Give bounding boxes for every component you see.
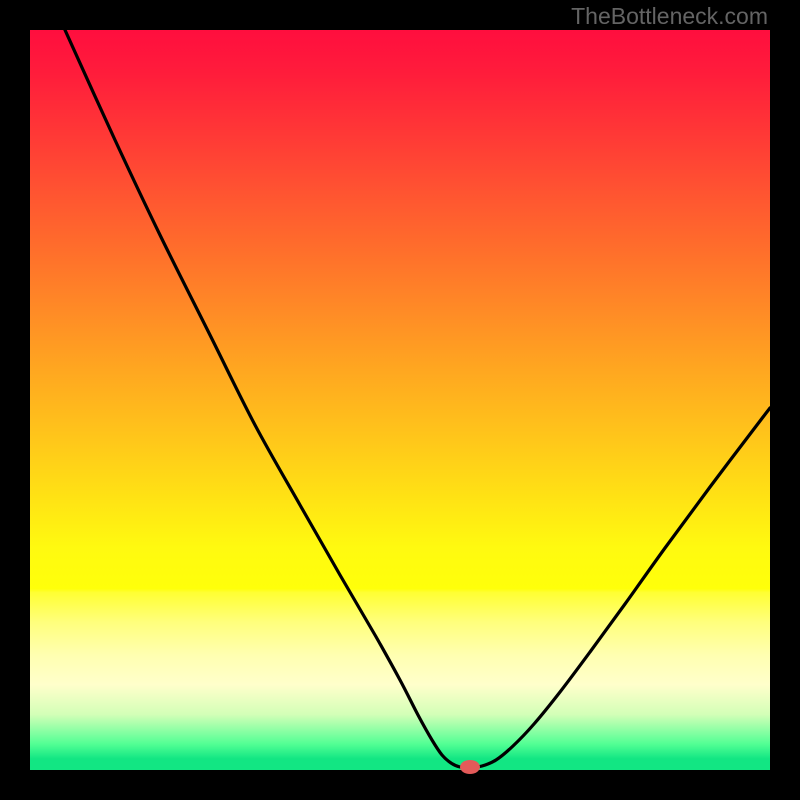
- watermark-text: TheBottleneck.com: [571, 3, 768, 30]
- bottleneck-curve: [0, 0, 800, 800]
- optimum-marker: [460, 760, 480, 774]
